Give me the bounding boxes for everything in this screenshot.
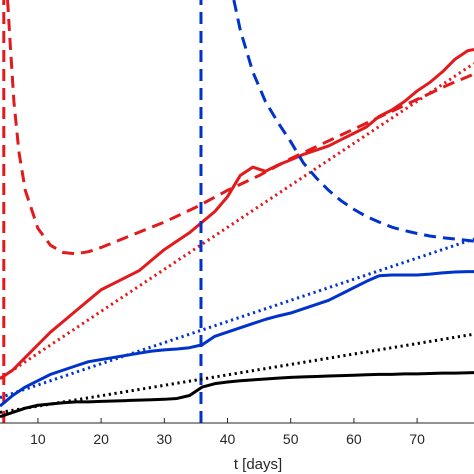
x-tick-label: 70 [409,431,425,447]
series-line-2-dotted [0,62,474,380]
x-axis-label: t [days] [234,456,282,473]
series-line-1-dashed [6,0,474,256]
x-tick-label: 60 [346,431,362,447]
series-layer [0,0,474,423]
series-line-4-solid [0,270,474,408]
series-line-5-dashed [232,0,474,243]
x-tick-label: 50 [283,431,299,447]
series-line-6-dotted [0,237,474,400]
axes-layer: 10 20 30 40 50 60 70 [0,418,474,447]
series-line-0-solid [0,48,474,380]
x-tick-label: 20 [93,431,109,447]
series-line-9-dotted [0,332,474,414]
series-line-8-solid [0,371,474,419]
x-tick-label: 10 [30,431,46,447]
x-tick-label: 30 [157,431,173,447]
x-tick-label: 40 [220,431,236,447]
